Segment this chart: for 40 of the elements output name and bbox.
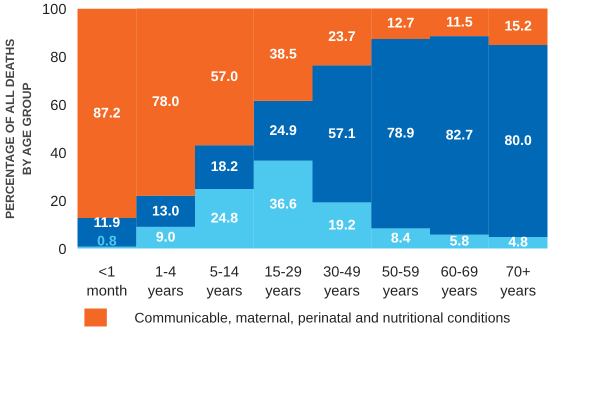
legend-label: Communicable, maternal, perinatal and nutritional conditions — [134, 310, 510, 326]
data-label: 11.9 — [94, 214, 120, 230]
data-label: 82.7 — [446, 126, 474, 142]
x-tick-label: 5-14 years — [206, 264, 242, 300]
data-label: 5.8 — [450, 232, 470, 249]
data-label: 36.6 — [270, 196, 297, 212]
data-label: 13.0 — [152, 202, 180, 218]
data-label: 57.1 — [328, 124, 356, 141]
x-tick-label: 50-59 years — [382, 264, 420, 300]
x-tick-label: 60-69 years — [440, 264, 478, 300]
data-label: 57.0 — [210, 68, 238, 84]
x-tick-label: 1-4 years — [148, 264, 184, 300]
data-label: 80.0 — [504, 132, 532, 148]
data-label: 12.7 — [387, 14, 414, 31]
y-tick-label: 80 — [50, 50, 67, 66]
y-tick-label: 100 — [42, 2, 67, 18]
y-tick-label: 20 — [50, 194, 67, 210]
data-label: 4.8 — [508, 234, 528, 250]
data-label: 19.2 — [328, 216, 356, 232]
data-label: 18.2 — [210, 158, 238, 174]
data-label: 24.8 — [210, 210, 238, 226]
data-label: 9.0 — [156, 228, 176, 245]
data-label: 11.5 — [446, 13, 473, 30]
data-label: 0.8 — [97, 232, 117, 249]
y-axis-title: PERCENTAGE OF ALL DEATHS BY AGE GROUP — [3, 38, 34, 219]
data-label: 23.7 — [328, 28, 356, 44]
data-label: 15.2 — [504, 18, 532, 34]
data-label: 78.9 — [387, 124, 414, 141]
x-tick-label: 30-49 years — [323, 264, 361, 300]
x-tick-label: 70+ years — [500, 264, 536, 300]
data-label: 38.5 — [270, 46, 297, 62]
x-tick-label: <1 month — [86, 264, 128, 300]
y-tick-label: 0 — [58, 242, 67, 258]
data-label: 24.9 — [270, 122, 297, 138]
data-label: 8.4 — [390, 229, 411, 246]
data-label: 78.0 — [152, 93, 180, 110]
y-tick-label: 60 — [50, 98, 67, 114]
data-label: 87.2 — [93, 104, 121, 120]
x-tick-label: 15-29 years — [264, 264, 302, 300]
y-tick-label: 40 — [50, 146, 67, 162]
